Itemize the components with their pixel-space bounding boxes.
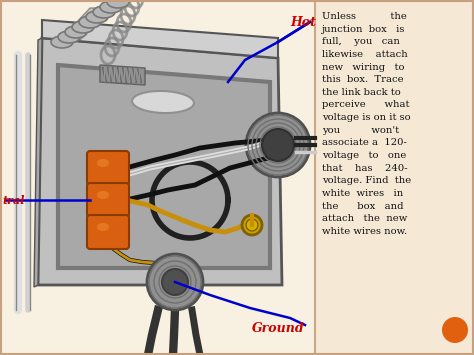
- Polygon shape: [60, 8, 110, 40]
- Text: Ground: Ground: [252, 322, 305, 334]
- Bar: [0, 0, 315, 355]
- Ellipse shape: [72, 21, 94, 33]
- Ellipse shape: [97, 159, 109, 167]
- Ellipse shape: [65, 26, 87, 38]
- Ellipse shape: [97, 223, 109, 231]
- Polygon shape: [38, 38, 282, 285]
- Ellipse shape: [107, 0, 129, 8]
- Ellipse shape: [58, 31, 80, 43]
- Polygon shape: [100, 65, 145, 85]
- Circle shape: [246, 113, 310, 177]
- Circle shape: [162, 269, 188, 295]
- FancyBboxPatch shape: [87, 151, 129, 185]
- Ellipse shape: [93, 6, 115, 18]
- Text: tral: tral: [2, 195, 25, 206]
- FancyBboxPatch shape: [87, 215, 129, 249]
- Circle shape: [147, 254, 203, 310]
- Circle shape: [262, 129, 294, 161]
- Ellipse shape: [100, 1, 122, 13]
- Polygon shape: [58, 65, 270, 268]
- Circle shape: [246, 219, 258, 231]
- Text: Unless           the
junction  box   is
full,    you   can
likewise    attach
ne: Unless the junction box is full, you can…: [322, 12, 411, 236]
- Polygon shape: [34, 38, 42, 287]
- Ellipse shape: [97, 191, 109, 199]
- Ellipse shape: [79, 16, 101, 28]
- Bar: [315, 0, 474, 355]
- Ellipse shape: [86, 11, 108, 23]
- Circle shape: [242, 215, 262, 235]
- Text: Hot: Hot: [290, 16, 316, 28]
- Circle shape: [442, 317, 468, 343]
- Ellipse shape: [132, 91, 194, 113]
- FancyBboxPatch shape: [87, 183, 129, 217]
- Ellipse shape: [51, 36, 73, 48]
- Polygon shape: [42, 20, 278, 58]
